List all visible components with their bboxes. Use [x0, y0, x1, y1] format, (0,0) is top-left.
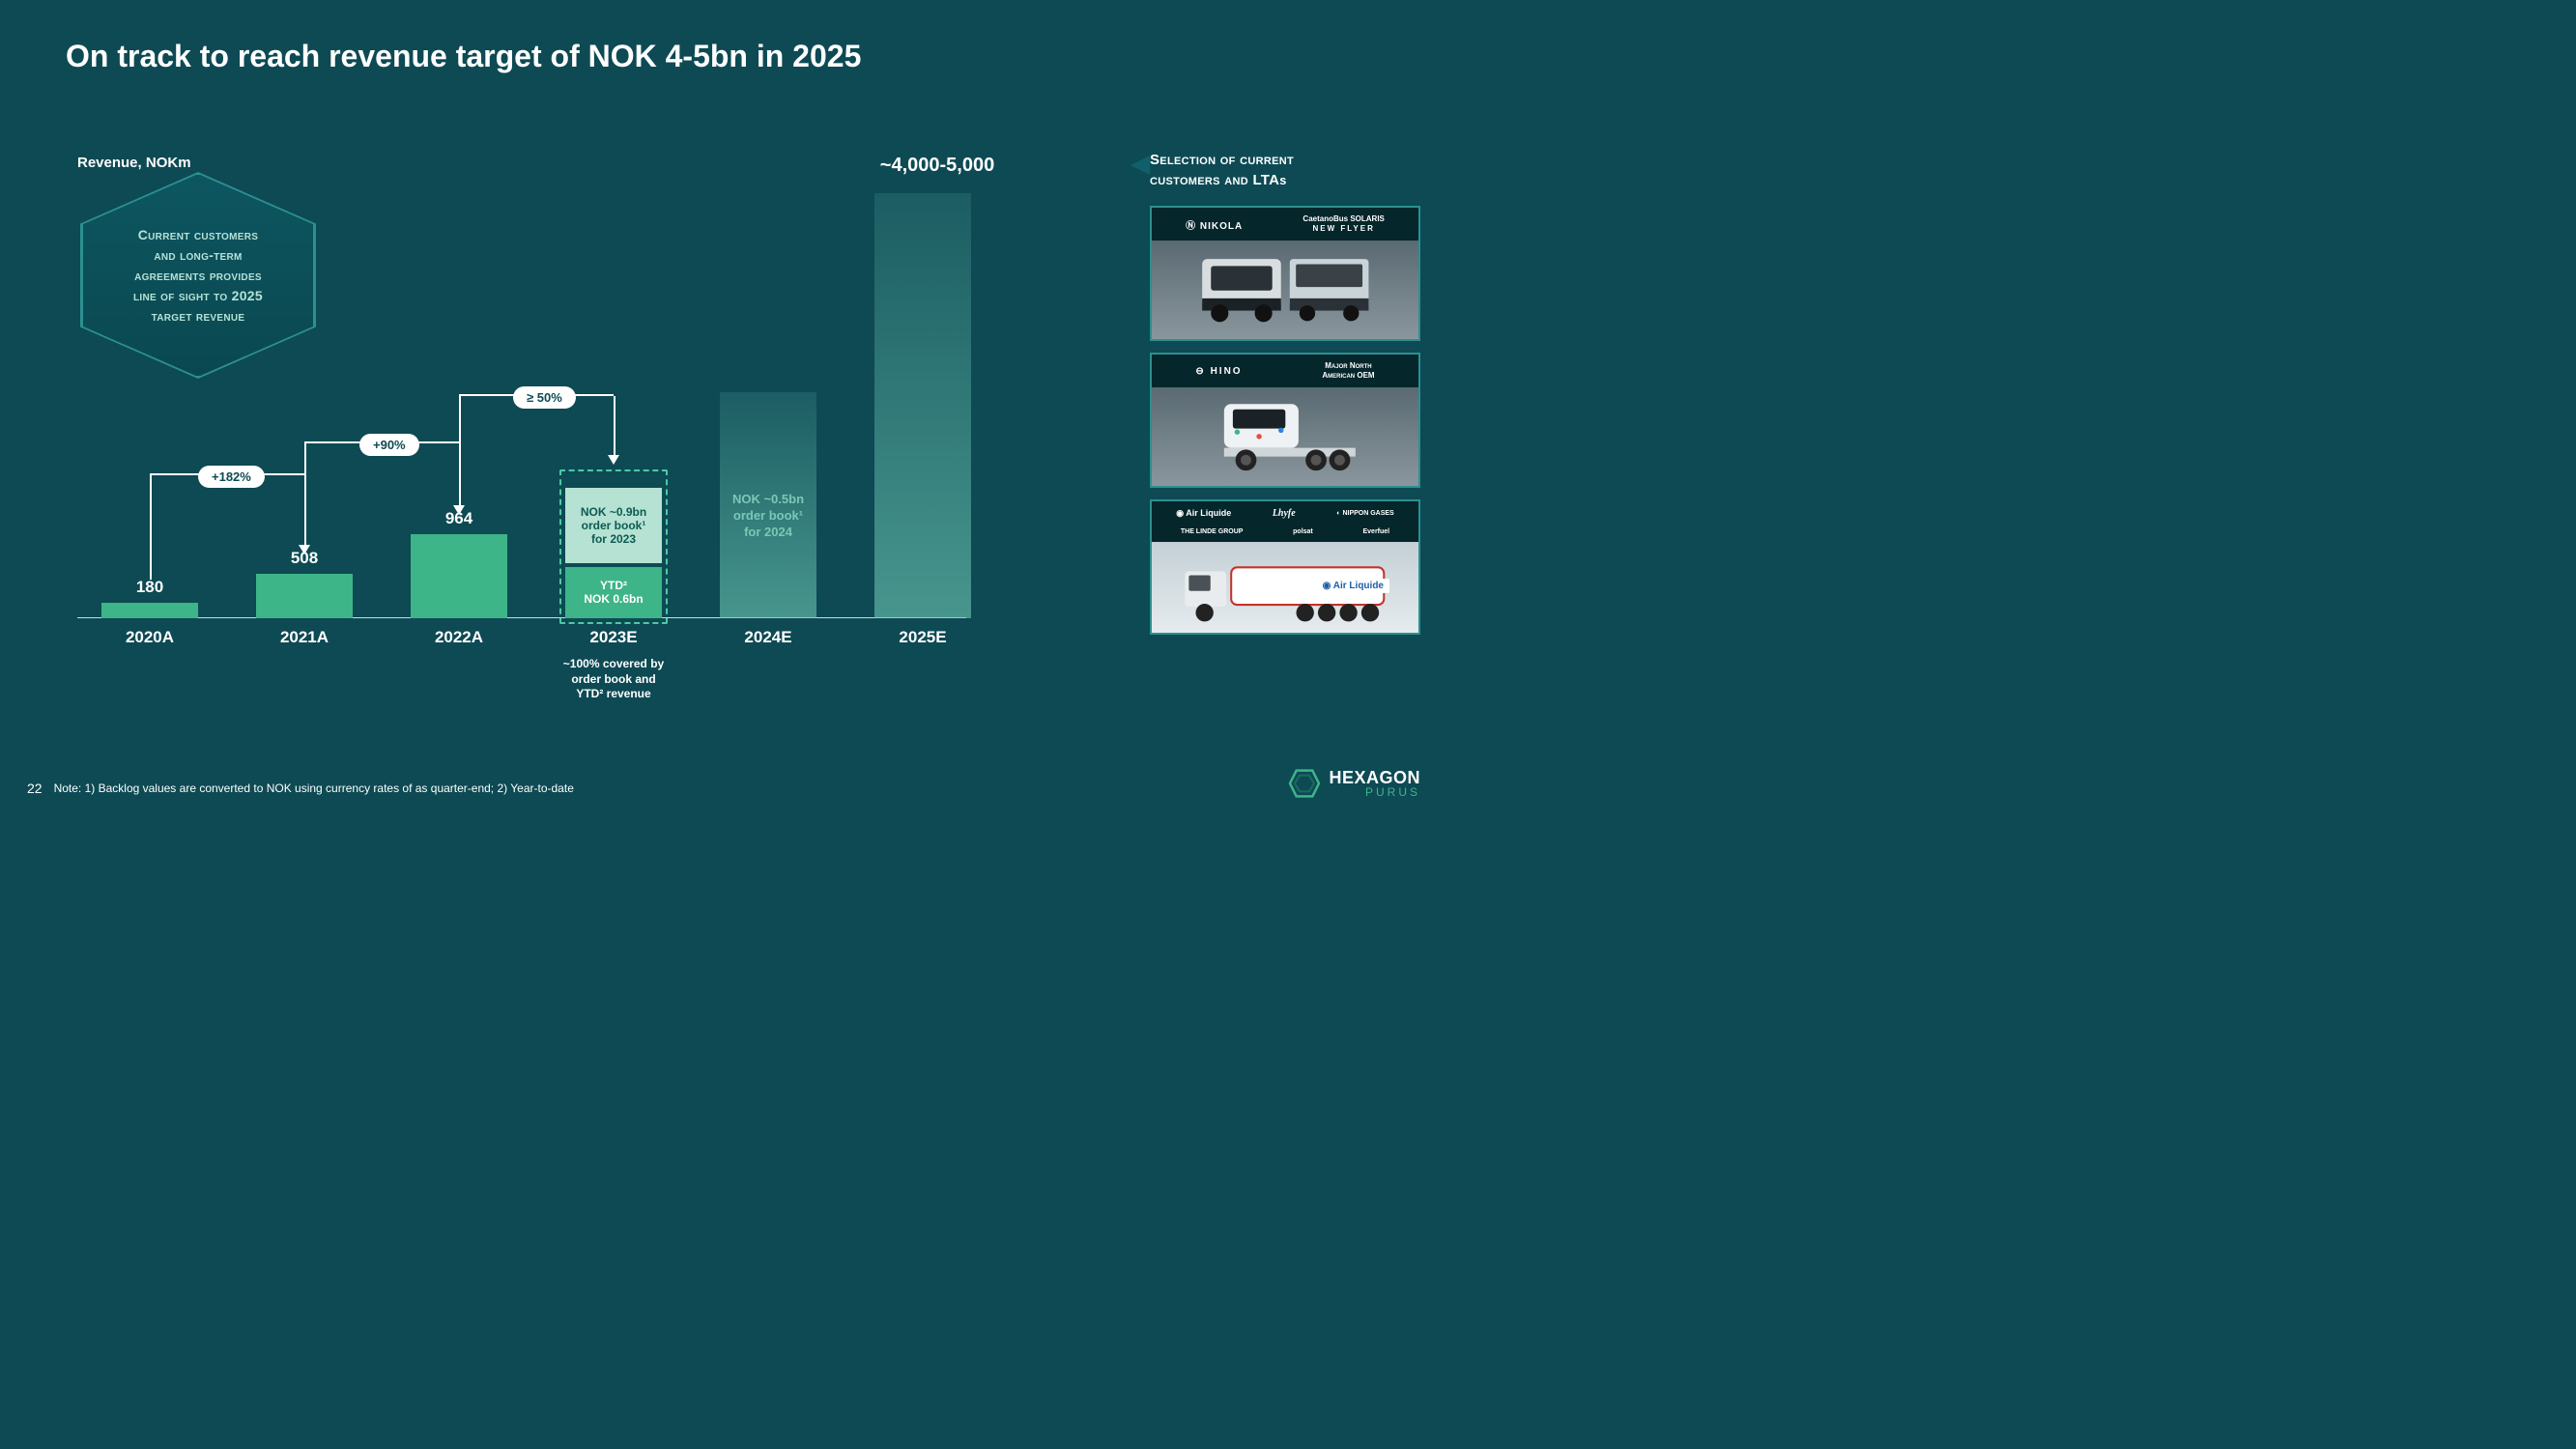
brand-logo-text: Everfuel [1362, 528, 1389, 535]
x-tick: 2021A [227, 628, 382, 647]
brand-logo-text: THE LINDE GROUP [1181, 528, 1244, 535]
truck-icon [1172, 250, 1399, 329]
growth-pill: +182% [198, 466, 265, 488]
brand-tag: ◉ Air Liquide [1317, 579, 1389, 593]
x-tick: 2023E [536, 628, 691, 647]
bar-segment-ytd: YTD² NOK 0.6bn [565, 567, 662, 618]
bar-segment-orderbook: NOK ~0.9bn order book¹ for 2023 [565, 488, 662, 563]
slide-title: On track to reach revenue target of NOK … [66, 39, 861, 74]
sidebar-pointer-icon [1131, 156, 1150, 175]
x-tick: 2024E [691, 628, 845, 647]
hexagon-icon [1288, 769, 1321, 798]
customer-card: ⊖ HINO Major NorthAmerican OEM [1150, 353, 1420, 488]
brand-logo-text: ◐ NIPPON GASES [1336, 510, 1393, 517]
brand-logo-text: Major NorthAmerican OEM [1322, 362, 1374, 381]
footnote: 22 Note: 1) Backlog values are converted… [27, 781, 574, 796]
customers-sidebar: Selection of current customers and LTAs … [1150, 150, 1420, 646]
brand-logo-text: polsat [1293, 528, 1313, 535]
card-brand-row: ⊖ HINO Major NorthAmerican OEM [1152, 355, 1418, 387]
x-tick: 2022A [382, 628, 536, 647]
y-axis-label: Revenue, NOKm [77, 155, 191, 171]
customer-card: ◉ Air Liquide Lhyfe ◐ NIPPON GASES THE L… [1150, 499, 1420, 635]
customer-card: Ⓝ NIKOLA CaetanoBus SOLARIS NEW FLYER [1150, 206, 1420, 341]
truck-icon [1172, 397, 1399, 476]
brand-logo-text: Lhyfe [1273, 508, 1296, 519]
bar-overlay-label: NOK ~0.5bn order book¹ for 2024 [710, 492, 826, 541]
brand-logo-text: CaetanoBus SOLARIS NEW FLYER [1302, 215, 1384, 234]
card-brand-row: Ⓝ NIKOLA CaetanoBus SOLARIS NEW FLYER [1152, 208, 1418, 241]
card-brand-row: ◉ Air Liquide Lhyfe ◐ NIPPON GASES THE L… [1152, 501, 1418, 542]
brand-logo-text: ◉ Air Liquide [1176, 508, 1231, 519]
x-tick-sublabel: ~100% covered by order book and YTD² rev… [517, 657, 710, 702]
chart-baseline [77, 617, 966, 618]
growth-pill: +90% [359, 434, 419, 456]
logo-main-text: HEXAGON [1329, 769, 1420, 786]
company-logo: HEXAGON PURUS [1288, 769, 1420, 798]
brand-logo-text: Ⓝ NIKOLA [1186, 217, 1243, 232]
x-tick: 2025E [845, 628, 1000, 647]
brand-logo-text: ⊖ HINO [1195, 366, 1242, 377]
target-value-label: ~4,000-5,000 [860, 155, 1015, 177]
logo-sub-text: PURUS [1329, 786, 1420, 798]
revenue-bar-chart: ~4,000-5,000 180 2020A 508 2021A 964 202… [77, 184, 966, 618]
x-tick: 2020A [72, 628, 227, 647]
page-number: 22 [27, 781, 43, 796]
footnote-text: Note: 1) Backlog values are converted to… [54, 781, 574, 795]
bar-value: 180 [101, 578, 198, 597]
growth-pill: ≥ 50% [513, 386, 576, 409]
sidebar-title: Selection of current customers and LTAs [1150, 150, 1420, 190]
